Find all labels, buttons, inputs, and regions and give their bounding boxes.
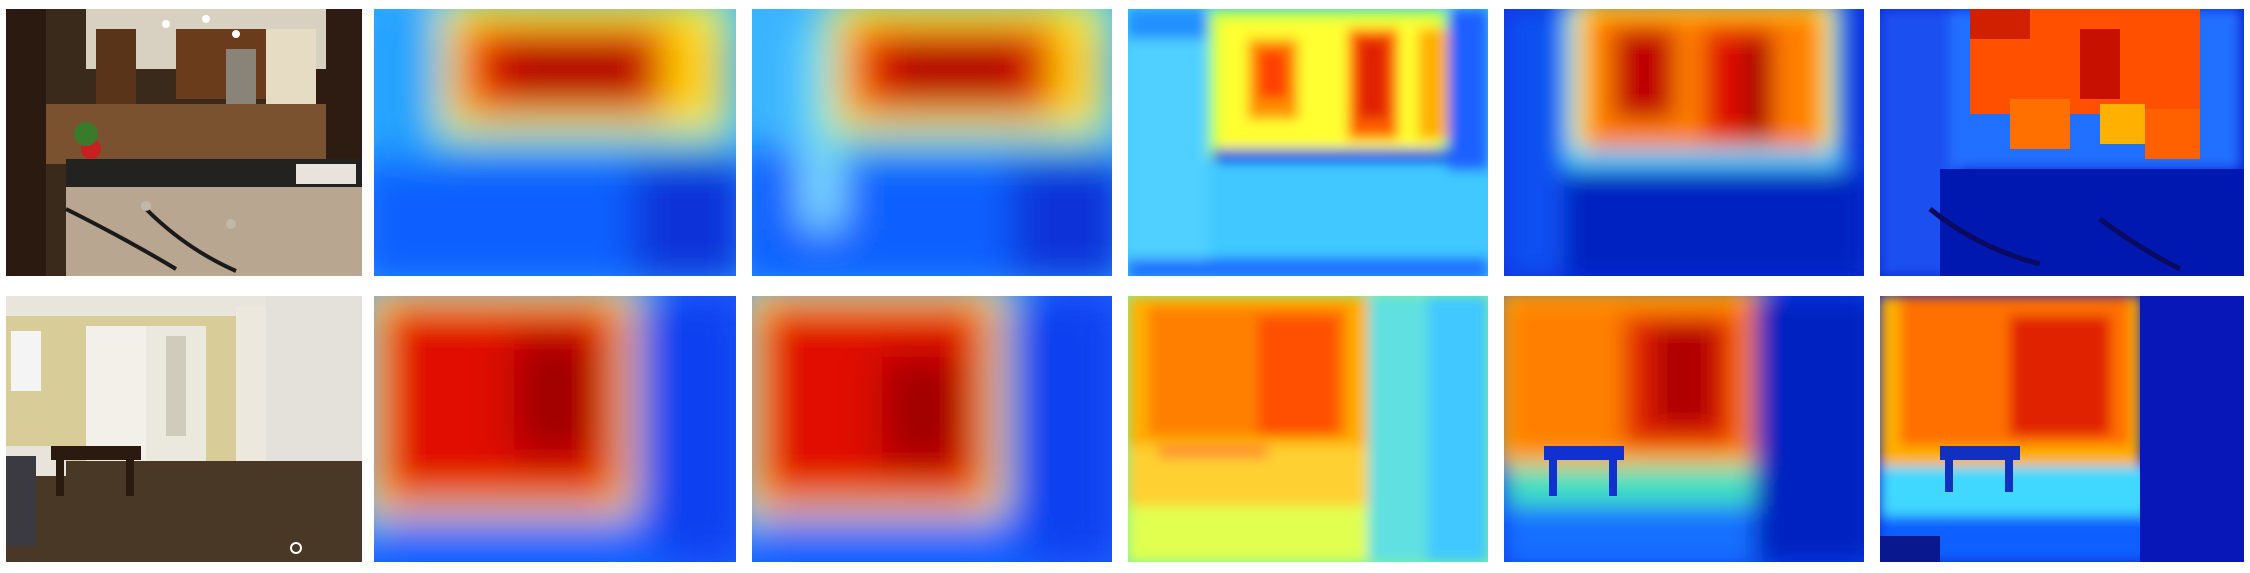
- bedroom-depth-map-3: [1128, 296, 1488, 562]
- kitchen-depth-map-4: [1504, 9, 1864, 276]
- kitchen-rgb-image: [6, 9, 362, 276]
- bedroom-ground-truth-depth: [1880, 296, 2244, 562]
- bedroom-depth-map-4: [1504, 296, 1864, 562]
- bedroom-depth-map-2: [752, 296, 1112, 562]
- kitchen-depth-map-3: [1128, 9, 1488, 276]
- kitchen-ground-truth-depth: [1880, 9, 2244, 276]
- kitchen-depth-map-1: [374, 9, 736, 276]
- bedroom-depth-map-1: [374, 296, 736, 562]
- bedroom-rgb-image: [6, 296, 362, 562]
- kitchen-depth-map-2: [752, 9, 1112, 276]
